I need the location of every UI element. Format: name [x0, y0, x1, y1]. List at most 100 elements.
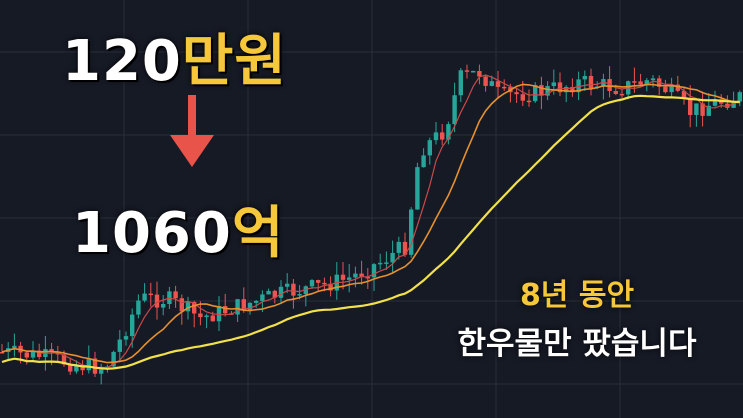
candle-body [421, 155, 426, 168]
candle-body [613, 91, 618, 94]
headline-from: 120만원 [62, 16, 287, 97]
candle-body [272, 290, 277, 298]
candle-body [725, 103, 730, 108]
candle-body [185, 301, 191, 312]
candle-body [402, 241, 408, 255]
candle-body [86, 358, 91, 371]
candle-body [328, 283, 333, 291]
candle-body [322, 282, 327, 285]
candle-body [347, 277, 352, 280]
candle-body [601, 79, 606, 87]
candle-body [520, 94, 525, 101]
candle-body [464, 70, 470, 72]
candle-body [353, 273, 358, 278]
candle-body [737, 92, 742, 102]
candle-body [471, 70, 476, 73]
candle-body [285, 283, 290, 287]
headline-to-number: 1060 [72, 201, 232, 266]
candle-body [378, 262, 383, 265]
candle-body [340, 274, 346, 280]
down-arrow-icon [170, 95, 214, 167]
candle-body [130, 314, 135, 337]
candle-body [24, 352, 29, 358]
moving-average-fast [1, 74, 741, 369]
candle-body [433, 132, 439, 141]
candle-body [68, 364, 73, 372]
candle-body [415, 167, 420, 210]
candle-body [570, 86, 575, 93]
candle-body [477, 70, 482, 77]
caption-line-2: 한우물만 팠습니다 [457, 326, 697, 362]
candle-body [564, 86, 569, 93]
candle-body [458, 70, 463, 96]
candle-body [123, 336, 129, 340]
candle-body [675, 84, 680, 91]
candle-body [74, 365, 79, 372]
candle-body [99, 369, 104, 374]
candle-body [489, 81, 494, 86]
candle-body [309, 280, 315, 287]
candle-body [241, 299, 246, 311]
candle-body [384, 262, 389, 264]
candle-body [117, 339, 122, 352]
candle-body [216, 306, 222, 322]
candle-body [644, 80, 649, 85]
candle-body [607, 79, 612, 92]
candle-body [161, 303, 166, 308]
candle-body [136, 300, 141, 315]
candle-body [681, 90, 687, 99]
candle-body [706, 105, 711, 116]
candle-body [440, 132, 445, 140]
candle-body [632, 81, 637, 83]
caption-line-1: 8년 동안 [519, 278, 635, 313]
candle-body [694, 103, 699, 115]
candle-body [551, 82, 556, 87]
candle-body [297, 293, 302, 296]
candle-body [148, 293, 153, 296]
candle-body [291, 283, 296, 296]
candle-body [533, 85, 538, 102]
candle-body [198, 313, 203, 318]
candle-body [495, 81, 501, 87]
candle-body [557, 82, 563, 93]
candle-body [712, 99, 718, 106]
candle-body [427, 140, 432, 156]
candle-body [359, 273, 364, 277]
candle-body [37, 350, 42, 358]
candle-body [638, 81, 643, 85]
candle-body [92, 358, 98, 374]
candle-body [192, 301, 197, 314]
candle-body [371, 264, 377, 278]
candle-body [30, 350, 36, 358]
candle-body [179, 298, 184, 312]
candle-body [12, 345, 17, 349]
candle-body [545, 86, 550, 96]
candle-body [409, 209, 414, 255]
candle-body [576, 79, 581, 93]
candle-body [173, 291, 178, 299]
candle-body [278, 286, 284, 298]
candle-body [688, 98, 693, 115]
candle-body [731, 101, 736, 108]
candle-body [663, 86, 668, 93]
moving-average-slow [1, 94, 740, 370]
candle-body [49, 349, 54, 352]
candle-body [669, 84, 674, 93]
headline-to-unit: 억 [231, 201, 285, 266]
candle-body [111, 351, 116, 367]
candle-body [142, 293, 147, 301]
headline-from-unit: 만원 [181, 29, 287, 94]
candle-body [446, 124, 451, 140]
candle-body [0, 352, 5, 354]
candle-body [483, 76, 488, 86]
candle-body [254, 300, 259, 303]
candle-body [316, 280, 321, 283]
candle-body [539, 85, 544, 96]
candle-body [235, 299, 240, 315]
candle-body [502, 86, 507, 89]
headline-to: 1060억 [72, 188, 284, 269]
headline-from-number: 120 [62, 29, 182, 94]
candle-body [154, 294, 160, 308]
candle-body [204, 315, 209, 318]
